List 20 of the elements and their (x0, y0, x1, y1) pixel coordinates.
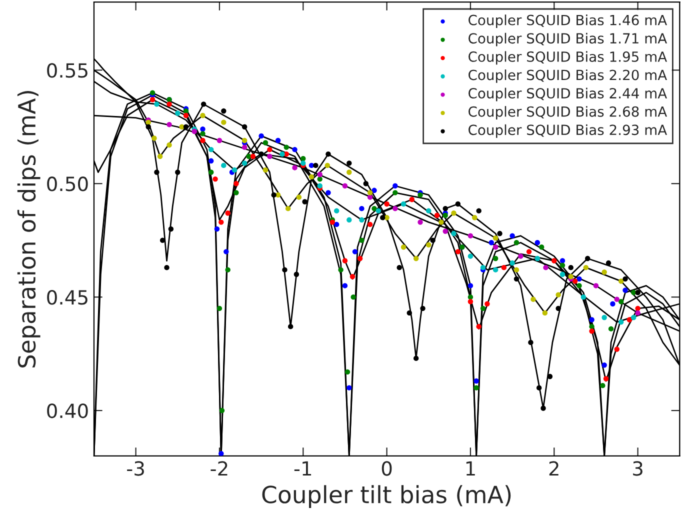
legend-label: Coupler SQUID Bias 2.93 mA (468, 124, 668, 138)
x-tick-label: 3 (633, 461, 642, 476)
legend-label: Coupler SQUID Bias 2.44 mA (468, 88, 668, 102)
legend-label: Coupler SQUID Bias 1.46 mA (468, 14, 668, 28)
x-tick-label: 0 (382, 461, 392, 476)
x-axis-title: Coupler tilt bias (mA) (262, 485, 511, 508)
y-tick-label: 0.40 (47, 403, 88, 418)
legend-label: Coupler SQUID Bias 2.20 mA (468, 69, 668, 83)
x-tick-label: 2 (549, 461, 558, 476)
legend-label: Coupler SQUID Bias 1.71 mA (468, 32, 668, 46)
x-tick-label: -3 (127, 461, 144, 476)
legend-label: Coupler SQUID Bias 1.95 mA (468, 51, 668, 65)
y-tick-label: 0.55 (47, 63, 88, 78)
x-tick-label: 1 (466, 461, 475, 476)
x-tick-label: -1 (294, 461, 312, 476)
y-tick-label: 0.45 (47, 290, 88, 305)
x-tick-label: -2 (210, 461, 228, 476)
y-tick-label: 0.50 (47, 176, 88, 192)
y-axis-title: Separation of dips (mA) (17, 90, 40, 368)
legend-label: Coupler SQUID Bias 2.68 mA (468, 106, 668, 120)
